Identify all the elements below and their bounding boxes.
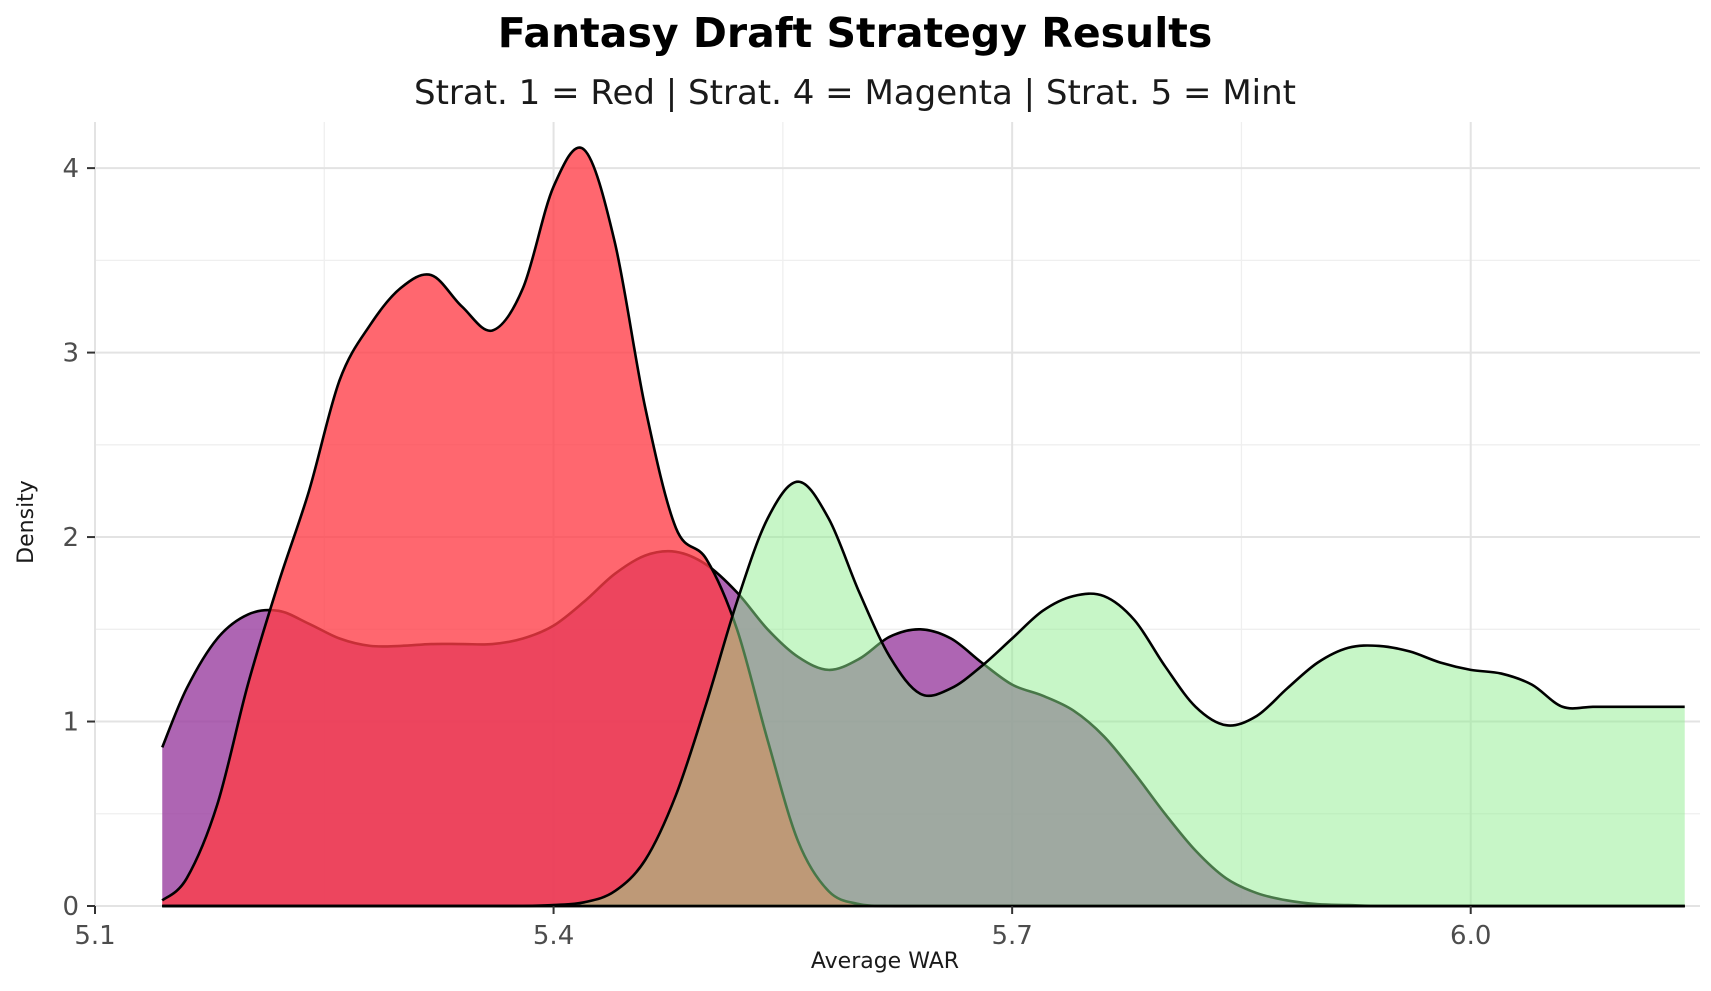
y-tick-label: 1 bbox=[62, 708, 79, 738]
y-tick-label: 0 bbox=[62, 892, 79, 922]
y-axis-title: Density bbox=[14, 480, 39, 564]
density-areas bbox=[161, 146, 1685, 908]
x-tick-label: 6.0 bbox=[1450, 921, 1491, 951]
chart-title: Fantasy Draft Strategy Results bbox=[498, 9, 1213, 57]
y-tick-label: 3 bbox=[62, 339, 79, 369]
x-tick-label: 5.1 bbox=[74, 921, 115, 951]
y-tick-label: 4 bbox=[62, 154, 79, 184]
axes: 5.1 5.4 5.7 6.0 0 1 2 3 4 bbox=[62, 154, 1491, 951]
chart-subtitle: Strat. 1 = Red | Strat. 4 = Magenta | St… bbox=[414, 73, 1296, 113]
density-area-2 bbox=[162, 147, 1685, 907]
x-tick-label: 5.4 bbox=[533, 921, 574, 951]
x-tick-label: 5.7 bbox=[991, 921, 1032, 951]
y-tick-label: 2 bbox=[62, 523, 79, 553]
density-area-3 bbox=[162, 481, 1685, 907]
x-axis-title: Average WAR bbox=[811, 949, 959, 974]
